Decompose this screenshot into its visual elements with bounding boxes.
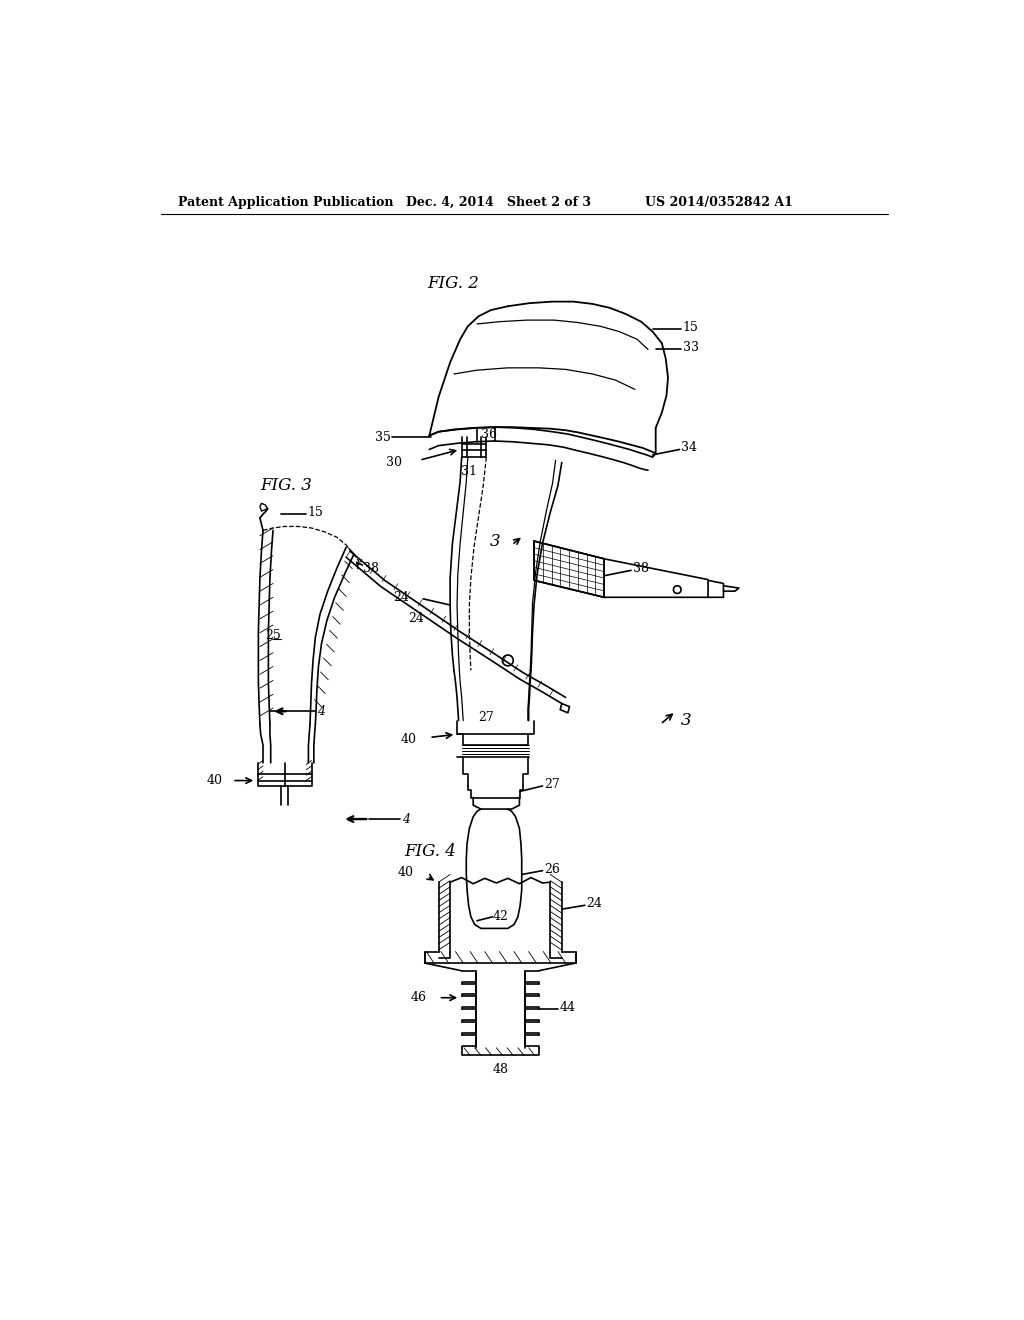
Text: 46: 46 <box>411 991 427 1005</box>
Text: 24: 24 <box>408 612 424 626</box>
Text: FIG. 2: FIG. 2 <box>427 276 479 293</box>
Text: 35: 35 <box>375 430 391 444</box>
Text: 4: 4 <box>316 705 325 718</box>
Text: US 2014/0352842 A1: US 2014/0352842 A1 <box>645 195 793 209</box>
Text: Patent Application Publication: Patent Application Publication <box>178 195 394 209</box>
Text: 38: 38 <box>364 562 379 576</box>
Text: FIG. 4: FIG. 4 <box>403 843 456 859</box>
Text: 15: 15 <box>683 321 698 334</box>
Text: 40: 40 <box>398 866 414 879</box>
Text: 44: 44 <box>559 1001 575 1014</box>
Text: 36: 36 <box>481 428 497 441</box>
Text: 3: 3 <box>489 533 500 550</box>
Text: FIG. 3: FIG. 3 <box>260 477 311 494</box>
Text: 15: 15 <box>307 506 324 519</box>
Text: 31: 31 <box>462 465 477 478</box>
Text: 42: 42 <box>493 911 508 924</box>
Text: 27: 27 <box>478 711 495 723</box>
Text: 27: 27 <box>544 777 560 791</box>
Text: 40: 40 <box>401 733 417 746</box>
Text: 34: 34 <box>681 441 697 454</box>
Text: 40: 40 <box>207 774 223 787</box>
Text: 25: 25 <box>265 630 281 643</box>
Text: 30: 30 <box>386 455 401 469</box>
Text: 26: 26 <box>544 862 560 875</box>
Text: 38: 38 <box>633 562 648 576</box>
Text: 3: 3 <box>681 711 692 729</box>
Text: 33: 33 <box>683 342 698 354</box>
Text: 4: 4 <box>401 813 410 825</box>
Text: Dec. 4, 2014   Sheet 2 of 3: Dec. 4, 2014 Sheet 2 of 3 <box>407 195 591 209</box>
Text: 24: 24 <box>393 591 410 603</box>
Text: 24: 24 <box>587 898 602 911</box>
Text: 48: 48 <box>493 1063 508 1076</box>
